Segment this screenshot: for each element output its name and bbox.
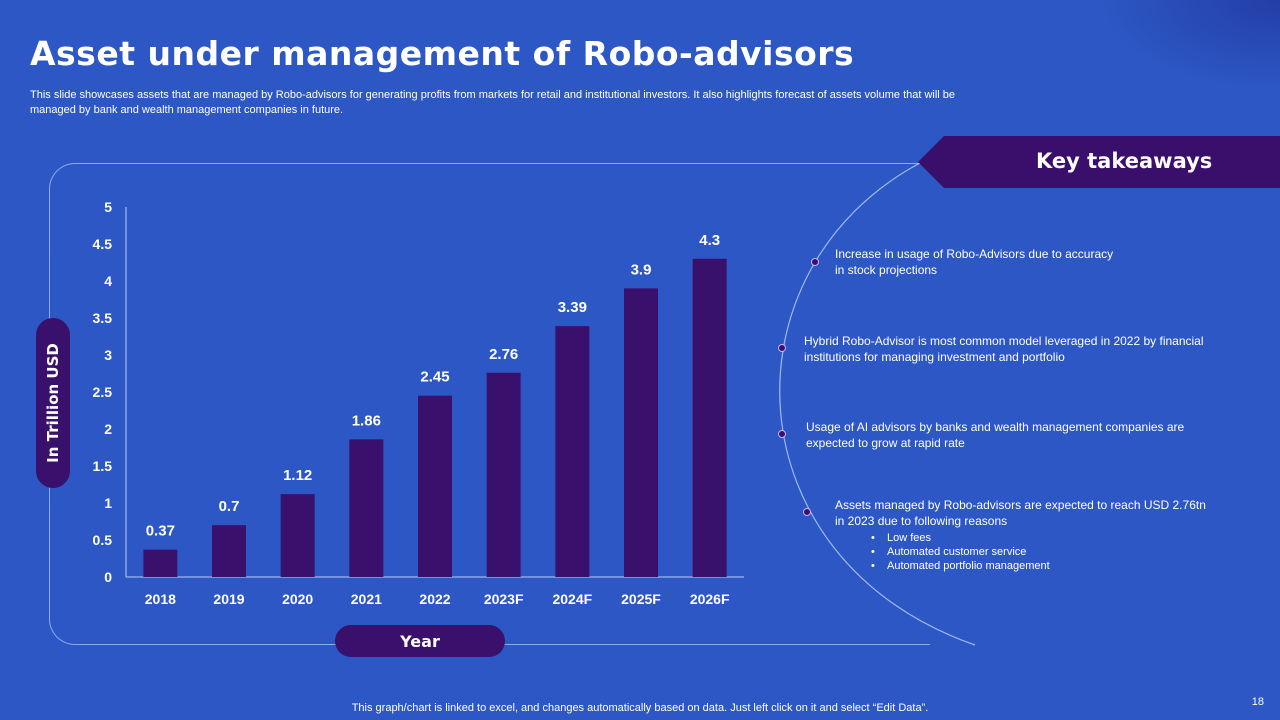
x-tick-label: 2024F — [552, 591, 592, 607]
bar[interactable] — [143, 549, 178, 577]
takeaway-item: Usage of AI advisors by banks and wealth… — [806, 419, 1226, 451]
bar[interactable] — [418, 395, 452, 577]
bar-value-label: 3.9 — [631, 261, 652, 278]
x-tick-label: 2023F — [484, 591, 524, 607]
takeaway-bullet: Low fees — [871, 531, 1215, 545]
takeaway-item: Hybrid Robo-Advisor is most common model… — [804, 333, 1204, 365]
page-number: 18 — [1251, 696, 1264, 708]
key-takeaways-header: Key takeaways — [918, 136, 1280, 188]
takeaway-item: Increase in usage of Robo-Advisors due t… — [835, 246, 1115, 278]
x-tick-label: 2026F — [690, 591, 730, 607]
y-tick-label: 4.5 — [93, 236, 113, 252]
takeaway-bullet: Automated customer service — [871, 545, 1215, 559]
bar[interactable] — [280, 494, 315, 577]
corner-decoration — [1100, 0, 1280, 90]
takeaway-text: Increase in usage of Robo-Advisors due t… — [835, 247, 1114, 277]
takeaway-text: Hybrid Robo-Advisor is most common model… — [804, 334, 1204, 364]
bar[interactable] — [692, 258, 727, 577]
key-takeaways-title: Key takeaways — [1036, 149, 1213, 173]
takeaway-text: Assets managed by Robo-advisors are expe… — [835, 498, 1206, 528]
bar[interactable] — [555, 326, 590, 577]
bar-value-label: 3.39 — [558, 299, 587, 316]
bar-value-label: 2.45 — [420, 369, 449, 386]
bar-value-label: 1.12 — [283, 467, 312, 484]
bar-value-label: 4.3 — [699, 232, 720, 249]
page-title: Asset under management of Robo-advisors — [30, 34, 855, 73]
x-tick-label: 2025F — [621, 591, 661, 607]
page-subtitle: This slide showcases assets that are man… — [30, 89, 956, 116]
takeaway-bullet-list: Low fees Automated customer service Auto… — [835, 531, 1215, 573]
y-tick-label: 0.5 — [93, 532, 113, 548]
y-tick-label: 1 — [104, 495, 112, 511]
x-tick-label: 2018 — [145, 591, 176, 607]
y-tick-label: 4 — [104, 273, 112, 289]
bar-value-label: 1.86 — [352, 412, 381, 429]
takeaway-bullet: Automated portfolio management — [871, 559, 1215, 573]
x-tick-label: 2022 — [419, 591, 450, 607]
x-tick-label: 2020 — [282, 591, 313, 607]
bar-value-label: 2.76 — [489, 346, 518, 363]
x-tick-label: 2021 — [351, 591, 382, 607]
y-tick-label: 1.5 — [93, 458, 113, 474]
takeaway-text: Usage of AI advisors by banks and wealth… — [806, 420, 1185, 450]
y-tick-label: 0 — [104, 569, 112, 585]
y-tick-label: 3.5 — [93, 310, 113, 326]
y-tick-label: 2 — [104, 421, 112, 437]
x-tick-label: 2019 — [213, 591, 244, 607]
y-axis-label-pill: In Trillion USD — [36, 318, 70, 488]
bar-value-label: 0.37 — [146, 523, 175, 540]
takeaway-item: Assets managed by Robo-advisors are expe… — [835, 497, 1215, 573]
y-tick-label: 2.5 — [93, 384, 113, 400]
y-axis-label: In Trillion USD — [44, 343, 63, 463]
x-axis-label-pill: Year — [335, 625, 505, 657]
bar[interactable] — [486, 372, 521, 577]
bar[interactable] — [349, 439, 384, 577]
bar-value-label: 0.7 — [219, 498, 240, 515]
y-tick-label: 3 — [104, 347, 112, 363]
bar[interactable] — [624, 288, 658, 577]
x-axis-label: Year — [400, 631, 440, 651]
y-tick-label: 5 — [104, 199, 112, 215]
footer-note: This graph/chart is linked to excel, and… — [351, 702, 929, 714]
bar[interactable] — [212, 525, 246, 577]
